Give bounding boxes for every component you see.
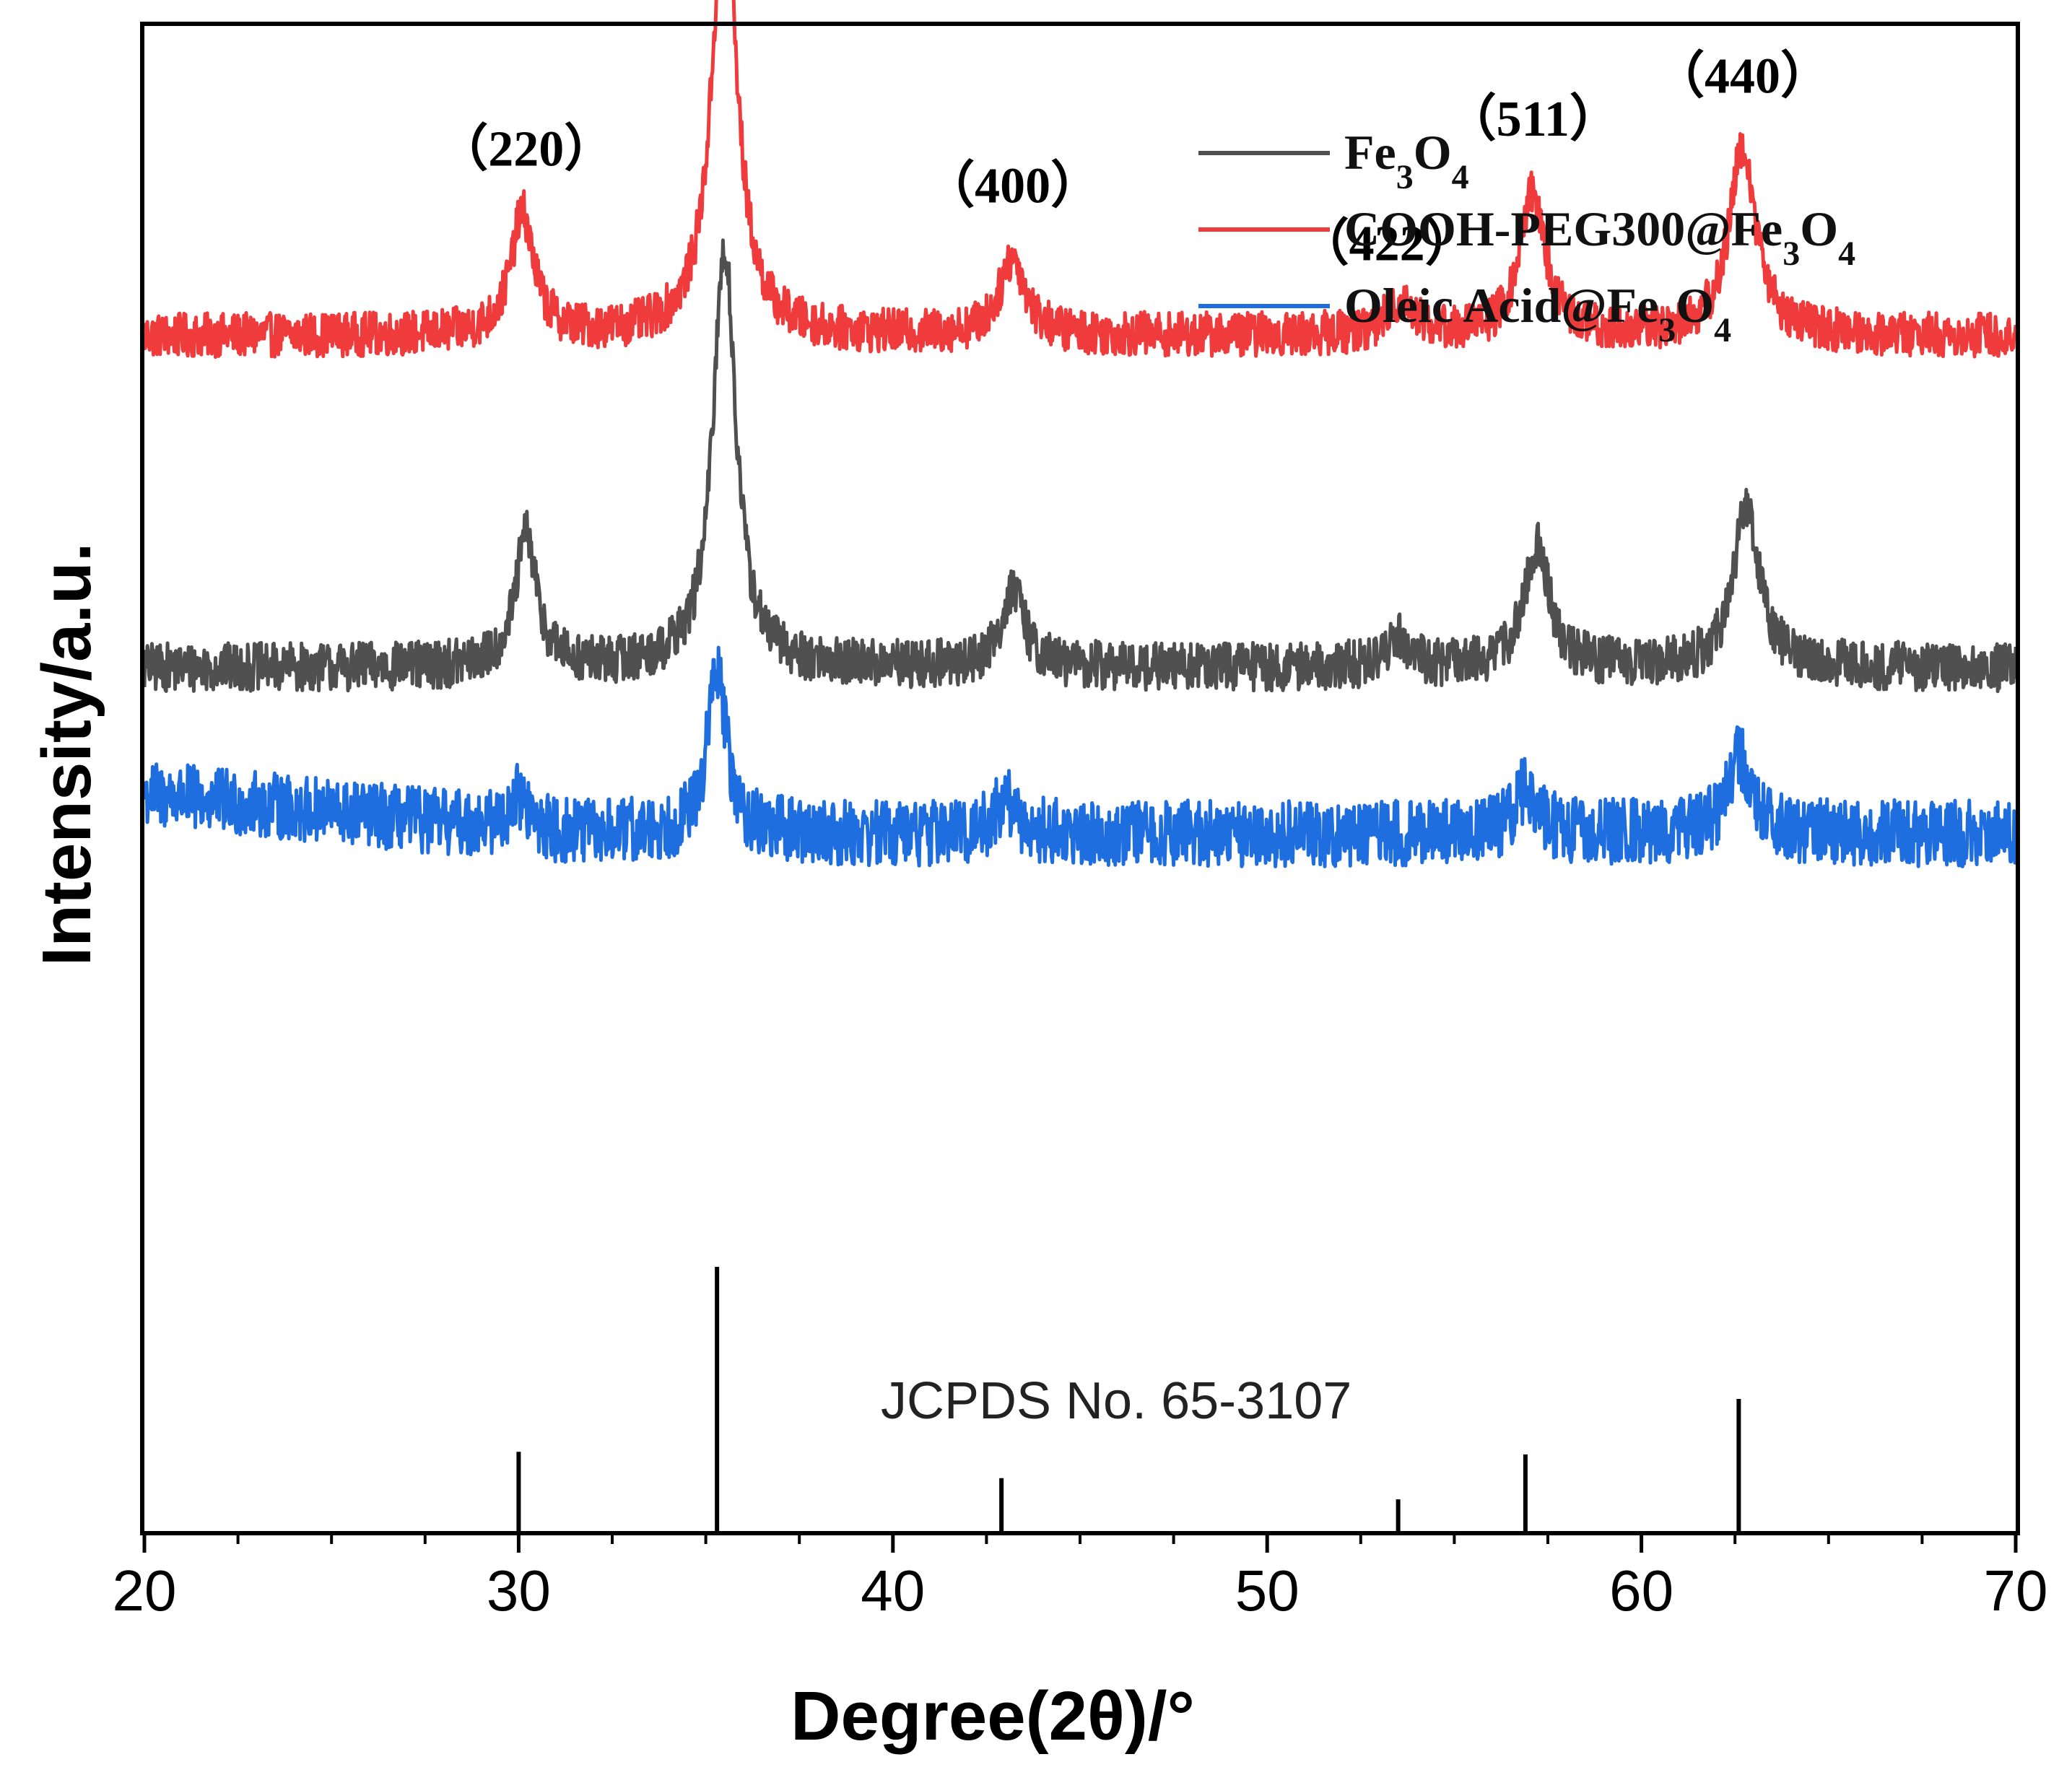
hkl-label: （400） [924,158,1101,214]
reference-label: JCPDS No. 65-3107 [881,1372,1351,1430]
y-axis-title: Intensity/a.u. [28,543,105,967]
x-tick-label: 40 [861,1558,925,1623]
legend-label-part: 3 [1782,235,1800,273]
legend-label-part: O [1676,278,1714,333]
peak-annotations: （220）（311）（400）（422）（511）（440） [438,48,1831,271]
x-tick-label: 20 [113,1558,177,1623]
legend-label-part: O [1414,125,1452,180]
legend-label-part: 4 [1714,311,1731,349]
series-line-3 [142,645,2018,868]
x-tick-label: 50 [1235,1558,1300,1623]
legend-label: COOH-PEG300@Fe3O4 [1344,201,1855,273]
legend-label-part: 4 [1452,158,1469,196]
legend-label-part: 3 [1658,311,1676,349]
legend-label-part: Fe [1344,125,1396,180]
hkl-label: （422） [1299,215,1476,271]
legend-label-part: O [1800,201,1838,256]
legend-label-part: 3 [1396,158,1414,196]
hkl-label: （440） [1654,48,1831,104]
series-line-2 [142,238,2018,694]
legend-label-part: 4 [1838,235,1855,273]
hkl-label: （511） [1446,91,1620,147]
x-axis-ticks: 20 30 40 50 60 70 [113,1533,2048,1623]
x-tick-label: 30 [487,1558,551,1623]
reference-pattern [516,1267,1741,1531]
series-line-1 [142,0,2018,359]
legend-label: Fe3O4 [1344,125,1469,196]
legend-label-part: Oleic Acid@Fe [1344,278,1658,333]
hkl-label: （220） [438,121,614,177]
legend-label-part: COOH-PEG300@Fe [1344,201,1782,256]
series-group [142,0,2018,868]
x-tick-label: 60 [1609,1558,1673,1623]
x-axis-title: Degree(2θ)/° [791,1678,1195,1755]
legend-label: Oleic Acid@Fe3O4 [1344,278,1731,349]
x-tick-label: 70 [1984,1558,2048,1623]
